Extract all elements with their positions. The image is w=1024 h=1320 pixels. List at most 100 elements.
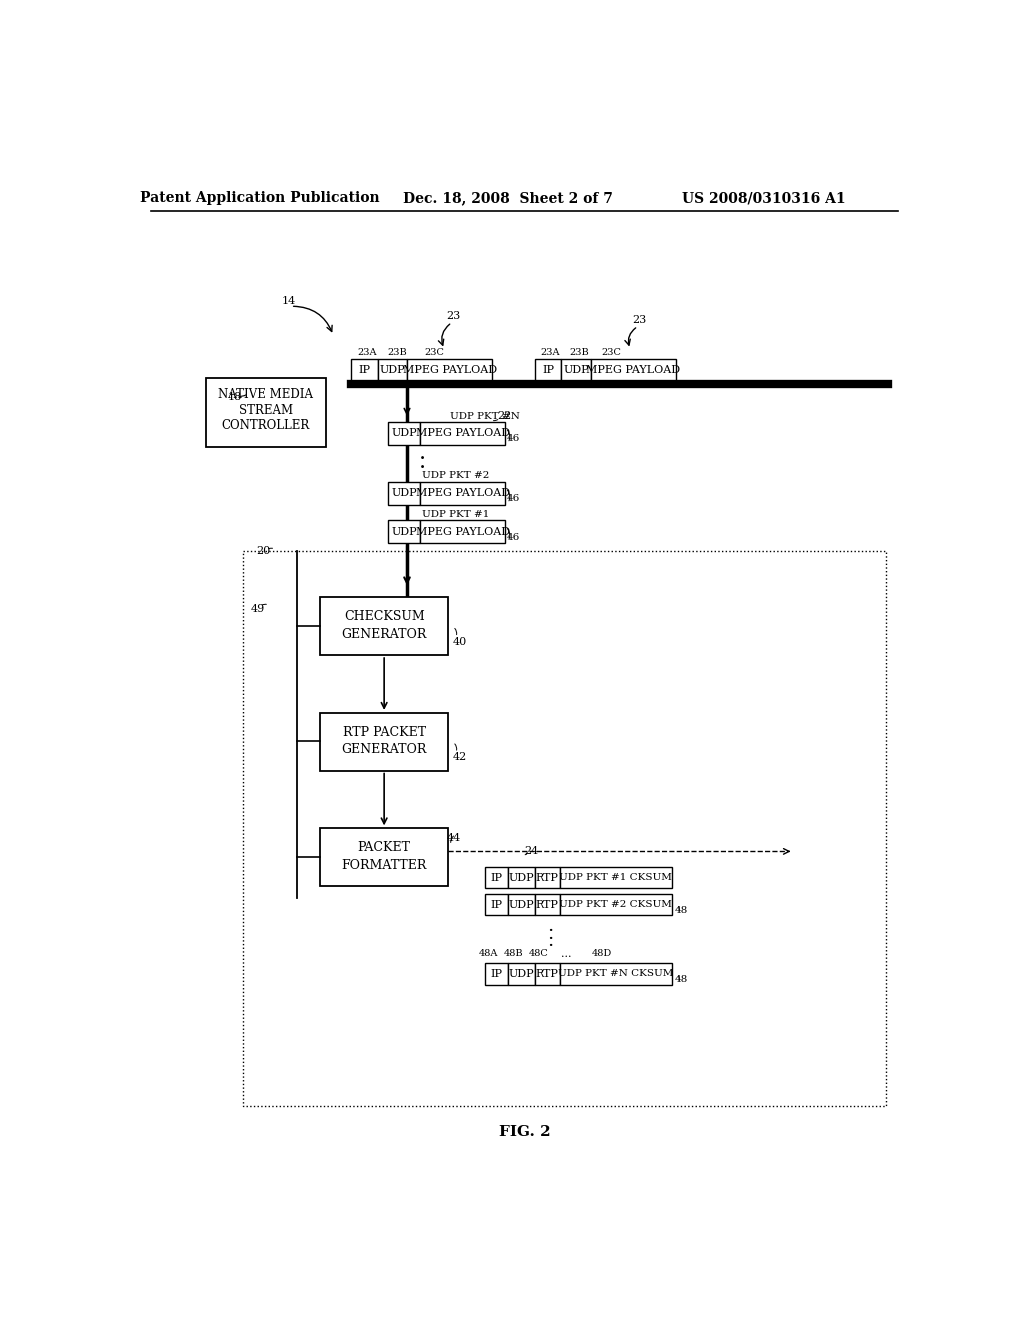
Bar [243,552,886,1106]
Bar [321,829,449,886]
Text: RTP: RTP [536,969,559,979]
Text: GENERATOR: GENERATOR [341,743,427,756]
Text: 14: 14 [282,296,296,306]
Bar [508,964,535,985]
Text: UDP: UDP [509,873,535,883]
Text: UDP PKT #1: UDP PKT #1 [423,510,489,519]
Text: 23B: 23B [569,348,589,356]
Text: 23A: 23A [357,348,377,356]
Text: IP: IP [490,899,502,909]
Text: UDP PKT #2: UDP PKT #2 [423,471,489,480]
Text: .: . [547,925,554,942]
Text: 20: 20 [256,546,270,556]
Text: MPEG PAYLOAD: MPEG PAYLOAD [416,428,510,438]
Text: 48B: 48B [504,949,523,958]
Bar [535,894,560,915]
Bar [388,520,420,544]
Text: STREAM: STREAM [239,404,293,417]
Text: 23A: 23A [541,348,560,356]
Text: .: . [419,451,426,473]
Text: GENERATOR: GENERATOR [341,628,427,640]
Text: UDP PKT #1 CKSUM: UDP PKT #1 CKSUM [559,873,673,882]
Text: UDP: UDP [509,969,535,979]
Bar [591,359,676,381]
Text: UDP PKT #N CKSUM: UDP PKT #N CKSUM [558,969,674,978]
Text: NATIVE MEDIA: NATIVE MEDIA [218,388,313,401]
Text: UDP: UDP [391,488,417,499]
Bar [420,520,506,544]
Text: MPEG PAYLOAD: MPEG PAYLOAD [416,527,510,537]
Text: MPEG PAYLOAD: MPEG PAYLOAD [416,488,510,499]
Text: Patent Application Publication: Patent Application Publication [140,191,380,206]
Text: IP: IP [490,969,502,979]
Text: UDP: UDP [391,527,417,537]
Bar [508,894,535,915]
Bar [420,422,506,445]
Text: RTP: RTP [536,873,559,883]
Text: 23: 23 [633,315,646,325]
Bar [420,482,506,506]
Text: CONTROLLER: CONTROLLER [221,418,309,432]
Text: 24: 24 [524,846,539,857]
Bar [388,482,420,506]
Text: UDP: UDP [563,366,589,375]
Text: .: . [547,932,554,950]
Bar [484,867,508,888]
Bar [561,359,591,381]
Text: MPEG PAYLOAD: MPEG PAYLOAD [402,366,497,375]
Text: IP: IP [542,366,554,375]
Text: UDP: UDP [391,428,417,438]
Bar [560,964,672,985]
Text: .: . [547,917,554,935]
Text: 46: 46 [507,533,520,541]
Bar [508,867,535,888]
Text: 23C: 23C [424,348,444,356]
Text: PACKET: PACKET [357,841,411,854]
Text: UDP: UDP [380,366,406,375]
Bar [484,894,508,915]
Bar [535,359,561,381]
Text: 48: 48 [675,907,688,915]
Text: RTP: RTP [536,899,559,909]
Text: US 2008/0310316 A1: US 2008/0310316 A1 [682,191,846,206]
Text: .: . [419,441,426,463]
Text: 48A: 48A [478,949,498,958]
Text: 49: 49 [251,603,265,614]
Bar [535,964,560,985]
Text: IP: IP [358,366,371,375]
Bar [535,867,560,888]
Text: FIG. 2: FIG. 2 [499,1126,551,1139]
Bar [206,378,326,447]
Text: UDP: UDP [509,899,535,909]
Text: UDP PKT #N: UDP PKT #N [450,412,519,421]
Bar [321,597,449,655]
Text: MPEG PAYLOAD: MPEG PAYLOAD [586,366,680,375]
Bar [560,894,672,915]
Text: RTP PACKET: RTP PACKET [343,726,426,739]
Text: 18: 18 [227,392,242,403]
Text: 42: 42 [453,752,467,763]
Text: 23: 23 [446,312,461,321]
Text: 23B: 23B [388,348,408,356]
Text: 46: 46 [507,494,520,503]
Text: 22: 22 [497,412,511,421]
Bar [321,713,449,771]
Text: FORMATTER: FORMATTER [341,859,427,871]
Bar [388,422,420,445]
Text: Dec. 18, 2008  Sheet 2 of 7: Dec. 18, 2008 Sheet 2 of 7 [402,191,612,206]
Text: 46: 46 [507,434,520,444]
Bar [560,867,672,888]
Text: 40: 40 [453,638,467,647]
Text: 48: 48 [675,975,688,985]
Bar [351,359,378,381]
Text: 48D: 48D [592,949,612,958]
Text: IP: IP [490,873,502,883]
Text: 48C: 48C [528,949,549,958]
Bar [378,359,407,381]
Text: ...: ... [560,949,571,958]
Bar [484,964,508,985]
Text: UDP PKT #2 CKSUM: UDP PKT #2 CKSUM [559,900,673,909]
Text: 44: 44 [447,833,462,842]
Text: CHECKSUM: CHECKSUM [344,610,425,623]
Bar [407,359,493,381]
